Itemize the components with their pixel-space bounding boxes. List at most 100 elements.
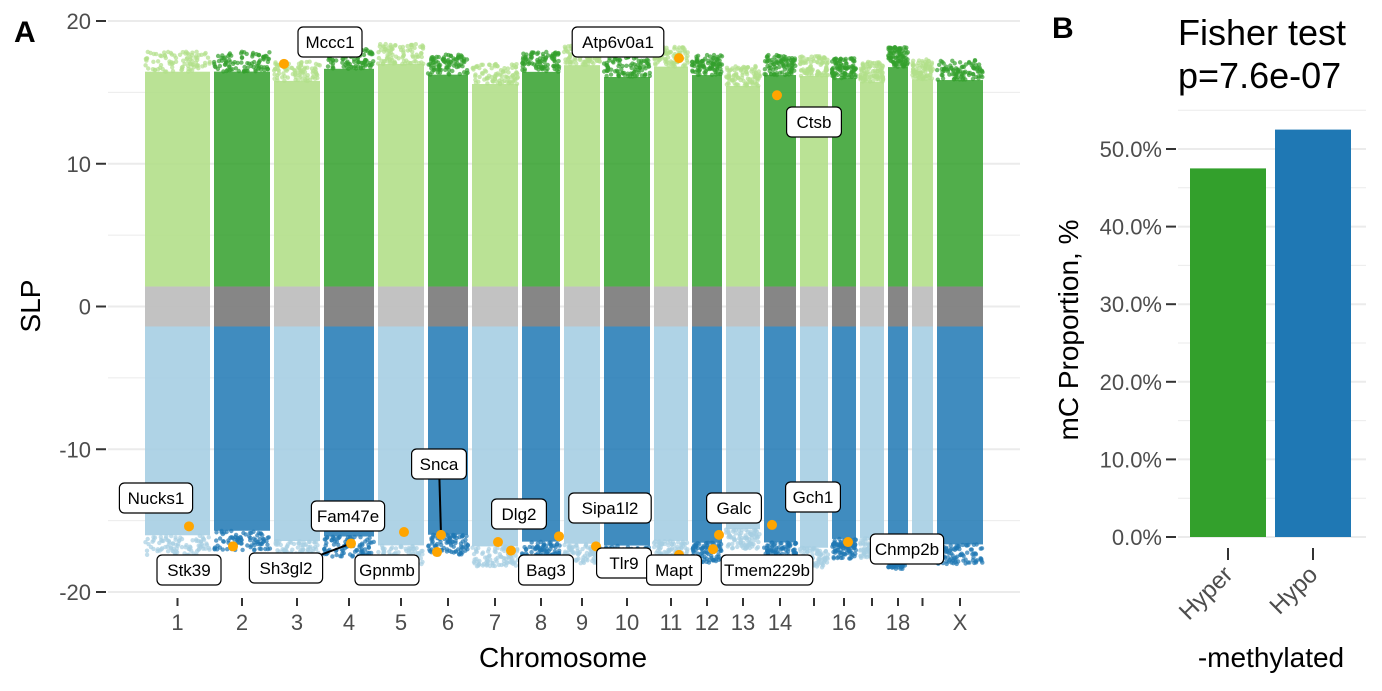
hypo-point [900,563,905,569]
hypo-point [839,549,844,555]
hypo-point [679,542,684,548]
hyper-point [843,58,848,63]
neutral-point-cloud [378,286,424,327]
hyper-point [620,63,625,69]
hyper-point [352,59,357,64]
hyper-point [865,74,870,79]
hyper-point [393,43,398,48]
hypo-point [585,558,590,563]
hypo-point [252,542,257,548]
hypo-point [978,556,983,561]
hyper-point [489,66,494,71]
hypo-point [669,547,674,552]
hyper-point [186,59,191,64]
hypo-point [470,545,475,550]
hyper-point [330,58,336,63]
hypo-point [577,549,582,555]
hypo-point [974,542,979,547]
hypo-point [152,535,158,540]
hyper-point [202,60,208,66]
hypo-point [970,552,975,557]
hypo-point [831,555,836,560]
hyper-point [711,55,716,60]
hyper-point [529,52,534,57]
hyper-point [873,70,878,76]
hyper-point [297,67,302,72]
hypo-point [659,540,664,546]
hyper-point [953,71,959,76]
gene-name: Ctsb [797,113,832,132]
hyper-point [194,64,200,69]
highlight-point [843,537,853,548]
hyper-point [460,63,465,69]
hypo-point [747,537,752,542]
hyper-point [211,59,217,65]
hypo-point [473,546,479,552]
hypo-point [288,540,294,545]
hyper-point [656,58,662,63]
hyper-point-cloud [692,75,722,287]
hypo-point [771,542,777,547]
hypo-point [260,532,265,538]
highlight-point [279,58,289,69]
label-box [571,26,665,58]
hyper-point [892,55,898,61]
hypo-point [690,546,695,552]
label-box [297,26,363,58]
hyper-point [425,71,431,76]
hyper-point [476,79,481,85]
hyper-point [752,74,757,79]
x-tick-label: Hyper [1174,561,1238,625]
label-box [517,554,574,586]
hyper-point [345,61,351,66]
bar-x-label: -methylated [1198,642,1344,673]
hypo-point [367,535,372,541]
hyper-point [784,57,789,62]
hyper-point-cloud [472,84,518,287]
hyper-point [272,72,277,77]
hyper-point [929,76,935,81]
hypo-point [960,542,965,548]
hyper-point [717,58,722,63]
hyper-point [726,80,731,86]
hypo-point [581,560,587,565]
hyper-point [976,74,981,79]
hypo-point-cloud [214,326,270,531]
hypo-point [229,528,234,534]
hypo-point [276,541,281,546]
hypo-point [825,556,830,561]
hyper-point [309,66,315,71]
x-tick-label: 2 [236,610,248,635]
hypo-point [737,536,742,541]
hyper-point [848,56,853,61]
hyper-point [900,54,906,59]
hyper-point [361,52,367,58]
hyper-point [388,42,393,48]
chromosome-band-1 [143,49,212,558]
hyper-point [976,62,982,67]
hypo-point [652,544,657,550]
hyper-point [685,50,690,55]
gene-label-mapt: Mapt [645,549,702,586]
hypo-point [224,529,229,535]
hyper-point [941,61,946,66]
hyper-point [868,63,873,69]
hypo-point [215,543,220,548]
hypo-point [713,557,718,562]
hyper-point [445,59,450,64]
hypo-point [249,543,254,548]
hypo-point [785,549,791,554]
hyper-point [767,65,772,71]
hypo-point [541,547,546,552]
x-tick-label: 13 [731,610,755,635]
hypo-point [580,546,585,552]
hyper-point [252,59,257,65]
hyper-point [753,65,758,70]
hyper-point [935,67,940,73]
hyper-point [489,74,494,80]
gene-label-dlg2: Dlg2 [491,498,548,548]
hyper-point [500,80,505,85]
hyper-point [173,55,179,61]
highlight-point [399,527,409,538]
label-box [248,552,324,584]
